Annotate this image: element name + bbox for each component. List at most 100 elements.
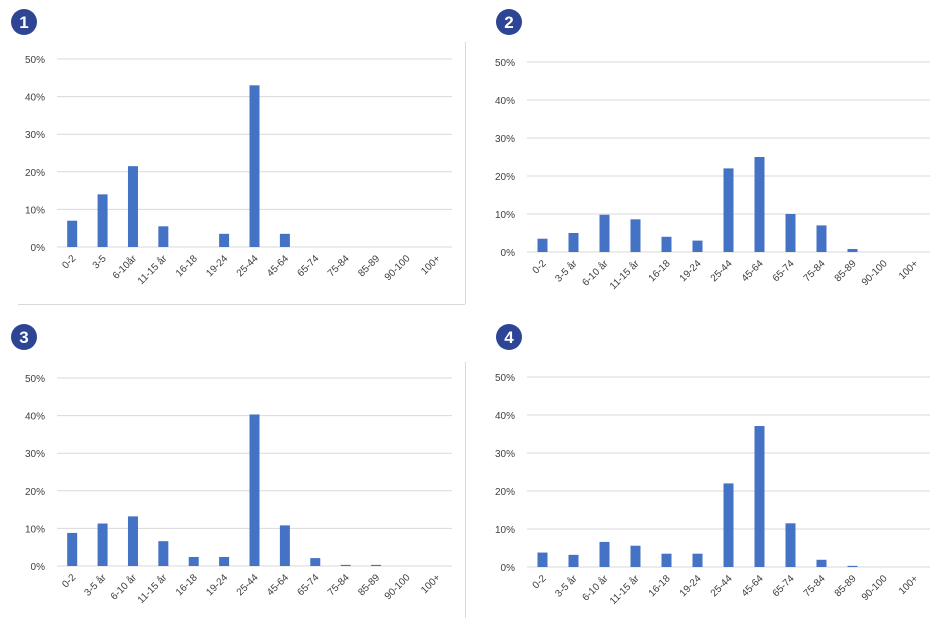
bar — [249, 85, 260, 247]
y-tick-label: 50% — [25, 374, 45, 385]
bar — [630, 545, 641, 567]
y-tick-label: 0% — [501, 248, 516, 259]
bar — [97, 194, 108, 247]
y-tick-label: 10% — [495, 210, 515, 221]
x-tick-label: 90-100 — [860, 573, 890, 603]
bar — [537, 238, 548, 252]
bar — [188, 556, 199, 566]
x-tick-label: 6-10år — [110, 252, 139, 281]
x-tick-label: 45-64 — [740, 258, 766, 284]
x-tick-label: 25-44 — [235, 253, 261, 279]
bar — [599, 214, 610, 252]
bar — [127, 166, 138, 247]
y-tick-label: 50% — [25, 55, 45, 66]
bar — [816, 559, 827, 567]
x-tick-label: 85-89 — [833, 573, 859, 599]
x-tick-label: 100+ — [897, 258, 921, 282]
x-tick-label: 75-84 — [326, 572, 352, 598]
x-tick-label: 90-100 — [860, 258, 890, 288]
x-tick-label: 0-2 — [60, 253, 78, 271]
divider-bottom — [465, 362, 466, 618]
y-tick-label: 20% — [25, 168, 45, 179]
x-tick-label: 75-84 — [802, 573, 828, 599]
x-tick-label: 65-74 — [296, 572, 322, 598]
divider-top — [465, 42, 466, 304]
x-tick-label: 11-15 år — [607, 572, 642, 607]
bar — [754, 157, 765, 252]
x-tick-label: 19-24 — [678, 573, 704, 599]
bar — [847, 565, 858, 567]
y-tick-label: 40% — [25, 412, 45, 423]
y-tick-label: 0% — [501, 563, 516, 574]
x-tick-label: 100+ — [419, 572, 443, 596]
panel-badge-number: 2 — [504, 13, 513, 32]
x-tick-label: 11-15 år — [135, 252, 170, 287]
bar — [97, 523, 108, 566]
bar — [67, 532, 78, 566]
y-tick-label: 10% — [25, 205, 45, 216]
divider-bottom-left — [18, 304, 465, 305]
bar — [723, 483, 734, 567]
x-tick-label: 75-84 — [802, 258, 828, 284]
x-tick-label: 90-100 — [383, 572, 413, 602]
bar — [219, 556, 230, 566]
y-tick-label: 50% — [495, 58, 515, 69]
bar — [723, 168, 734, 252]
bar — [67, 220, 78, 247]
y-tick-label: 0% — [31, 243, 46, 254]
y-tick-label: 30% — [25, 449, 45, 460]
bar — [692, 240, 703, 252]
chart-panel-2: 20%10%20%30%40%50%0-2 3-5 år 6-10 år11-15 … — [495, 9, 930, 292]
chart-panel-4: 40%10%20%30%40%50%0-2 3-5 år 6-10 år11-15 … — [495, 324, 930, 607]
bar — [599, 541, 610, 567]
bar — [340, 564, 351, 566]
y-tick-label: 0% — [31, 562, 46, 573]
y-tick-label: 10% — [495, 525, 515, 536]
x-tick-label: 65-74 — [771, 573, 797, 599]
x-tick-label: 6-10 år — [580, 257, 611, 288]
x-tick-label: 19-24 — [204, 572, 230, 598]
bar — [630, 219, 641, 252]
x-tick-label: 0-2 — [531, 573, 549, 591]
bar — [158, 226, 169, 247]
panel-badge-number: 3 — [19, 328, 28, 347]
panel-badge — [11, 324, 37, 350]
x-tick-label: 3-5 år — [553, 257, 580, 284]
x-tick-label: 16-18 — [174, 253, 200, 279]
bar — [692, 553, 703, 567]
y-tick-label: 20% — [25, 487, 45, 498]
bar — [785, 214, 796, 252]
x-tick-label: 65-74 — [296, 253, 322, 279]
bar — [816, 225, 827, 252]
bar — [754, 426, 765, 567]
x-tick-label: 0-2 — [60, 572, 78, 590]
chart-panel-3: 30%10%20%30%40%50%0-2 3-5 år 6-10 år11-15 … — [11, 324, 452, 606]
bar — [158, 541, 169, 566]
y-tick-label: 30% — [495, 134, 515, 145]
x-tick-label: 16-18 — [647, 573, 673, 599]
y-tick-label: 10% — [25, 524, 45, 535]
x-tick-label: 3-5 år — [82, 571, 109, 598]
x-tick-label: 75-84 — [326, 253, 352, 279]
panel-badge-number: 1 — [19, 13, 28, 32]
x-tick-label: 85-89 — [833, 258, 859, 284]
x-tick-label: 85-89 — [356, 572, 382, 598]
x-tick-label: 65-74 — [771, 258, 797, 284]
x-tick-label: 16-18 — [647, 258, 673, 284]
x-tick-label: 100+ — [897, 573, 921, 597]
bar — [279, 233, 290, 247]
panel-badge — [496, 324, 522, 350]
bar — [537, 552, 548, 567]
bar — [371, 564, 382, 566]
x-tick-label: 90-100 — [383, 253, 413, 283]
x-tick-label: 3-5 — [91, 253, 109, 271]
bar — [279, 525, 290, 566]
y-tick-label: 50% — [495, 373, 515, 384]
bar — [310, 558, 321, 566]
x-tick-label: 45-64 — [265, 253, 291, 279]
bar — [847, 248, 858, 252]
y-tick-label: 40% — [495, 411, 515, 422]
panel-badge — [11, 9, 37, 35]
